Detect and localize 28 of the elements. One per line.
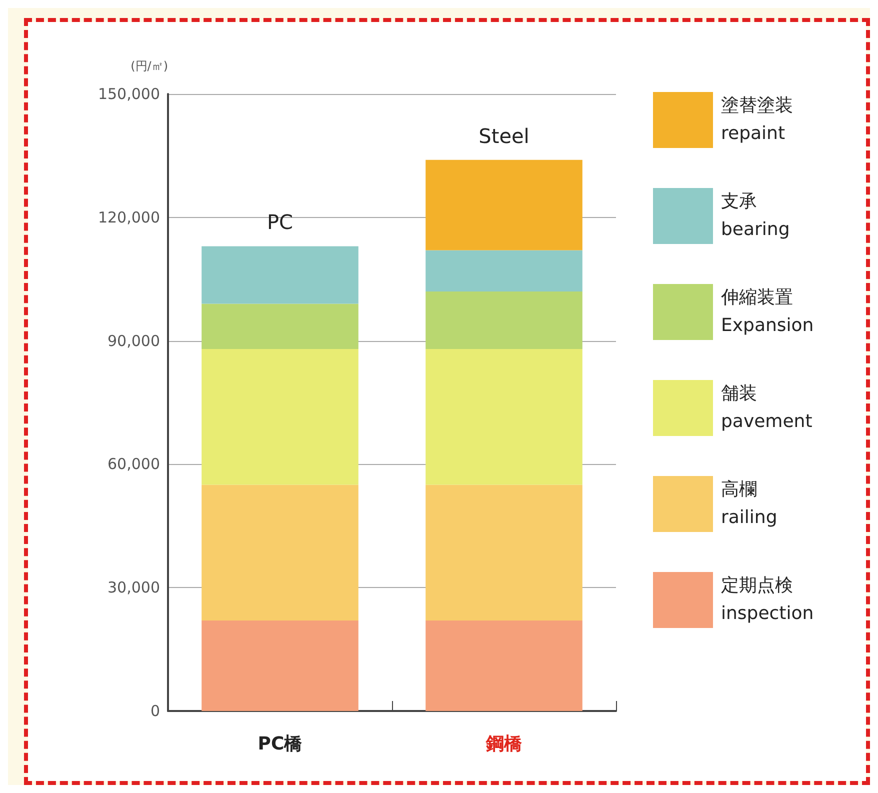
text: 高欄 railing (721, 478, 778, 530)
bar (426, 620, 582, 711)
y-tick-label: 0 (150, 702, 160, 720)
text: 支承 bearing (721, 190, 790, 242)
y-axis-title: (円/㎡) (130, 59, 168, 73)
text: 伸縮装置 Expansion (721, 286, 814, 338)
bar (426, 160, 582, 250)
bar (202, 304, 358, 350)
bar (202, 246, 358, 304)
bar (426, 484, 582, 621)
text: 舗装 pavement (721, 382, 812, 434)
y-tick-label: 150,000 (98, 85, 160, 103)
y-tick-label: 120,000 (98, 208, 160, 226)
annotation: PC (266, 210, 294, 234)
y-tick-label: 60,000 (108, 455, 160, 474)
bar (426, 349, 582, 485)
y-tick-label: 90,000 (108, 332, 160, 350)
text: 塗替塗装 repaint (721, 94, 793, 146)
bar (426, 250, 582, 292)
bar (426, 291, 582, 350)
y-tick-label: 30,000 (108, 578, 160, 597)
x-tick-label: PC橋 (258, 734, 304, 754)
x-tick-label: 鋼橋 (485, 734, 523, 754)
bar (202, 349, 358, 485)
text: 定期点検 inspection (721, 574, 814, 626)
bar (202, 484, 358, 621)
annotation: Steel (478, 124, 530, 148)
bar (202, 620, 358, 711)
